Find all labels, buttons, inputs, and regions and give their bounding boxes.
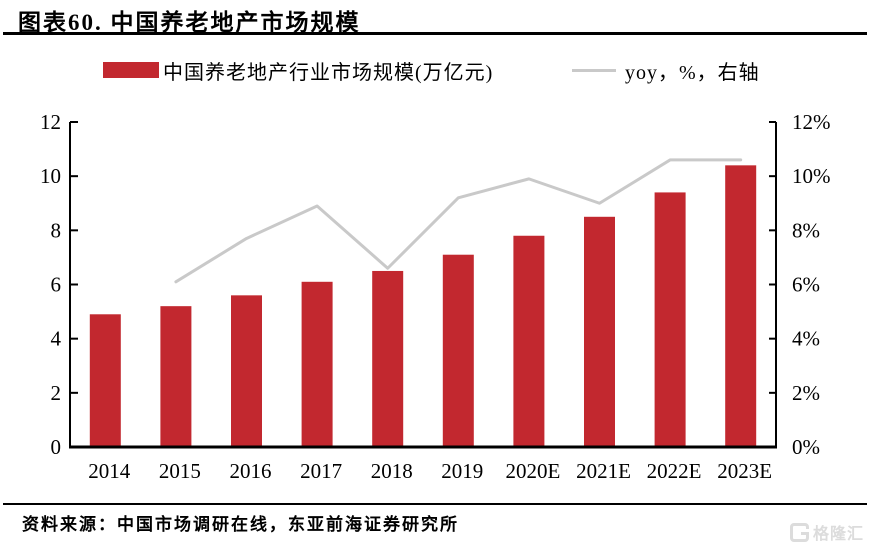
bar-2022E xyxy=(654,192,686,447)
watermark: 格隆汇 xyxy=(789,520,864,544)
right-axis-tick-label: 0% xyxy=(792,435,820,459)
footer-divider xyxy=(3,503,867,505)
x-axis-category-label: 2017 xyxy=(300,459,342,483)
left-axis-tick-label: 10 xyxy=(40,164,61,188)
bar-2020E xyxy=(513,235,545,447)
bar-2021E xyxy=(584,216,615,447)
left-axis-tick-label: 4 xyxy=(51,327,62,351)
source-note: 资料来源：中国市场调研在线，东亚前海证券研究所 xyxy=(22,515,459,534)
bar-2015 xyxy=(160,306,192,447)
left-axis-tick-label: 8 xyxy=(51,218,62,242)
left-axis-tick-label: 12 xyxy=(40,110,61,134)
bar-2014 xyxy=(89,314,121,447)
x-axis-category-label: 2020E xyxy=(505,459,560,483)
bar-2023E xyxy=(725,165,757,448)
left-axis-tick-label: 2 xyxy=(51,381,62,405)
glonghui-logo-icon xyxy=(789,522,809,542)
legend-item-market-size: 中国养老地产行业市场规模(万亿元) xyxy=(103,59,493,84)
right-axis-tick-label: 12% xyxy=(792,110,831,134)
x-axis-category-label: 2023E xyxy=(717,459,772,483)
x-axis-category-label: 2022E xyxy=(647,459,702,483)
bar-2017 xyxy=(301,281,333,447)
watermark-label: 格隆汇 xyxy=(812,526,864,543)
right-axis-tick-label: 10% xyxy=(792,164,831,188)
legend-item-yoy: yoy，%，右轴 xyxy=(572,59,760,84)
legend-label-yoy: yoy，%，右轴 xyxy=(625,61,760,84)
line-series-swatch-icon xyxy=(572,68,616,72)
title-divider xyxy=(3,32,867,35)
legend-label-market-size: 中国养老地产行业市场规模(万亿元) xyxy=(163,61,494,84)
x-axis-category-label: 2019 xyxy=(441,459,483,483)
figure-title: 图表60. 中国养老地产市场规模 xyxy=(18,10,361,35)
bar-2016 xyxy=(231,295,262,447)
bar-2018 xyxy=(372,270,404,447)
left-axis-tick-label: 6 xyxy=(51,273,62,297)
right-axis-tick-label: 2% xyxy=(792,381,820,405)
left-axis-tick-label: 0 xyxy=(51,435,62,459)
yoy-line xyxy=(174,158,743,284)
right-axis-tick-label: 6% xyxy=(792,273,820,297)
bar-2019 xyxy=(442,254,474,447)
x-axis-category-label: 2016 xyxy=(230,459,272,483)
right-axis-tick-label: 4% xyxy=(792,327,820,351)
bar-series-swatch-icon xyxy=(103,62,159,78)
x-axis-category-label: 2014 xyxy=(88,459,131,483)
x-axis-category-label: 2015 xyxy=(159,459,201,483)
x-axis-category-label: 2018 xyxy=(371,459,413,483)
right-axis-tick-label: 8% xyxy=(792,218,820,242)
x-axis-category-label: 2021E xyxy=(576,459,631,483)
